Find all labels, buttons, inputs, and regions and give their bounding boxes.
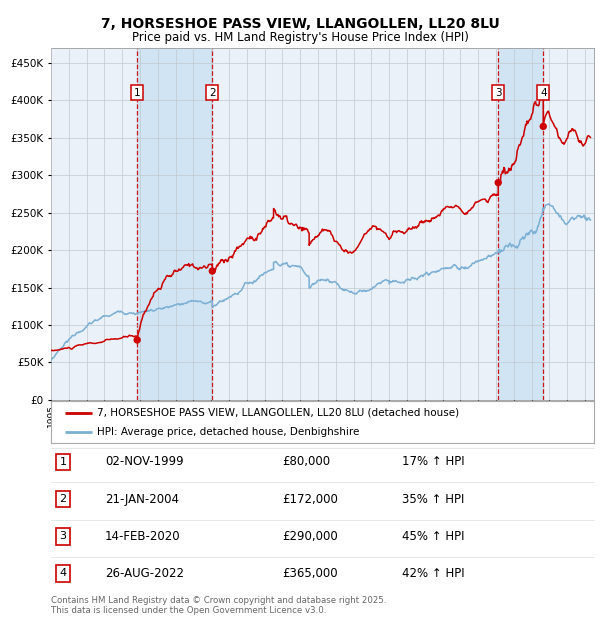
Text: £365,000: £365,000 bbox=[282, 567, 338, 580]
Text: 4: 4 bbox=[59, 569, 67, 578]
Point bbox=[133, 335, 142, 345]
Text: 3: 3 bbox=[59, 531, 67, 541]
Text: 26-AUG-2022: 26-AUG-2022 bbox=[105, 567, 184, 580]
Bar bbox=[498, 48, 543, 400]
Text: 45% ↑ HPI: 45% ↑ HPI bbox=[402, 530, 464, 542]
Text: HPI: Average price, detached house, Denbighshire: HPI: Average price, detached house, Denb… bbox=[97, 427, 359, 437]
Text: Price paid vs. HM Land Registry's House Price Index (HPI): Price paid vs. HM Land Registry's House … bbox=[131, 31, 469, 43]
Text: 2: 2 bbox=[209, 87, 215, 98]
Text: £290,000: £290,000 bbox=[282, 530, 338, 542]
Text: 14-FEB-2020: 14-FEB-2020 bbox=[105, 530, 181, 542]
Text: Contains HM Land Registry data © Crown copyright and database right 2025.
This d: Contains HM Land Registry data © Crown c… bbox=[51, 596, 386, 615]
Text: 3: 3 bbox=[495, 87, 502, 98]
Text: £80,000: £80,000 bbox=[282, 456, 330, 468]
Text: 42% ↑ HPI: 42% ↑ HPI bbox=[402, 567, 464, 580]
Text: 35% ↑ HPI: 35% ↑ HPI bbox=[402, 493, 464, 505]
Text: 1: 1 bbox=[134, 87, 140, 98]
Text: 1: 1 bbox=[59, 457, 67, 467]
Point bbox=[538, 122, 548, 131]
Text: 02-NOV-1999: 02-NOV-1999 bbox=[105, 456, 184, 468]
Point bbox=[208, 266, 217, 276]
Bar bbox=[137, 48, 212, 400]
Text: 2: 2 bbox=[59, 494, 67, 504]
Text: 7, HORSESHOE PASS VIEW, LLANGOLLEN, LL20 8LU (detached house): 7, HORSESHOE PASS VIEW, LLANGOLLEN, LL20… bbox=[97, 407, 459, 417]
Text: £172,000: £172,000 bbox=[282, 493, 338, 505]
Text: 21-JAN-2004: 21-JAN-2004 bbox=[105, 493, 179, 505]
Text: 4: 4 bbox=[540, 87, 547, 98]
Point bbox=[493, 178, 503, 188]
Text: 17% ↑ HPI: 17% ↑ HPI bbox=[402, 456, 464, 468]
Text: 7, HORSESHOE PASS VIEW, LLANGOLLEN, LL20 8LU: 7, HORSESHOE PASS VIEW, LLANGOLLEN, LL20… bbox=[101, 17, 499, 30]
